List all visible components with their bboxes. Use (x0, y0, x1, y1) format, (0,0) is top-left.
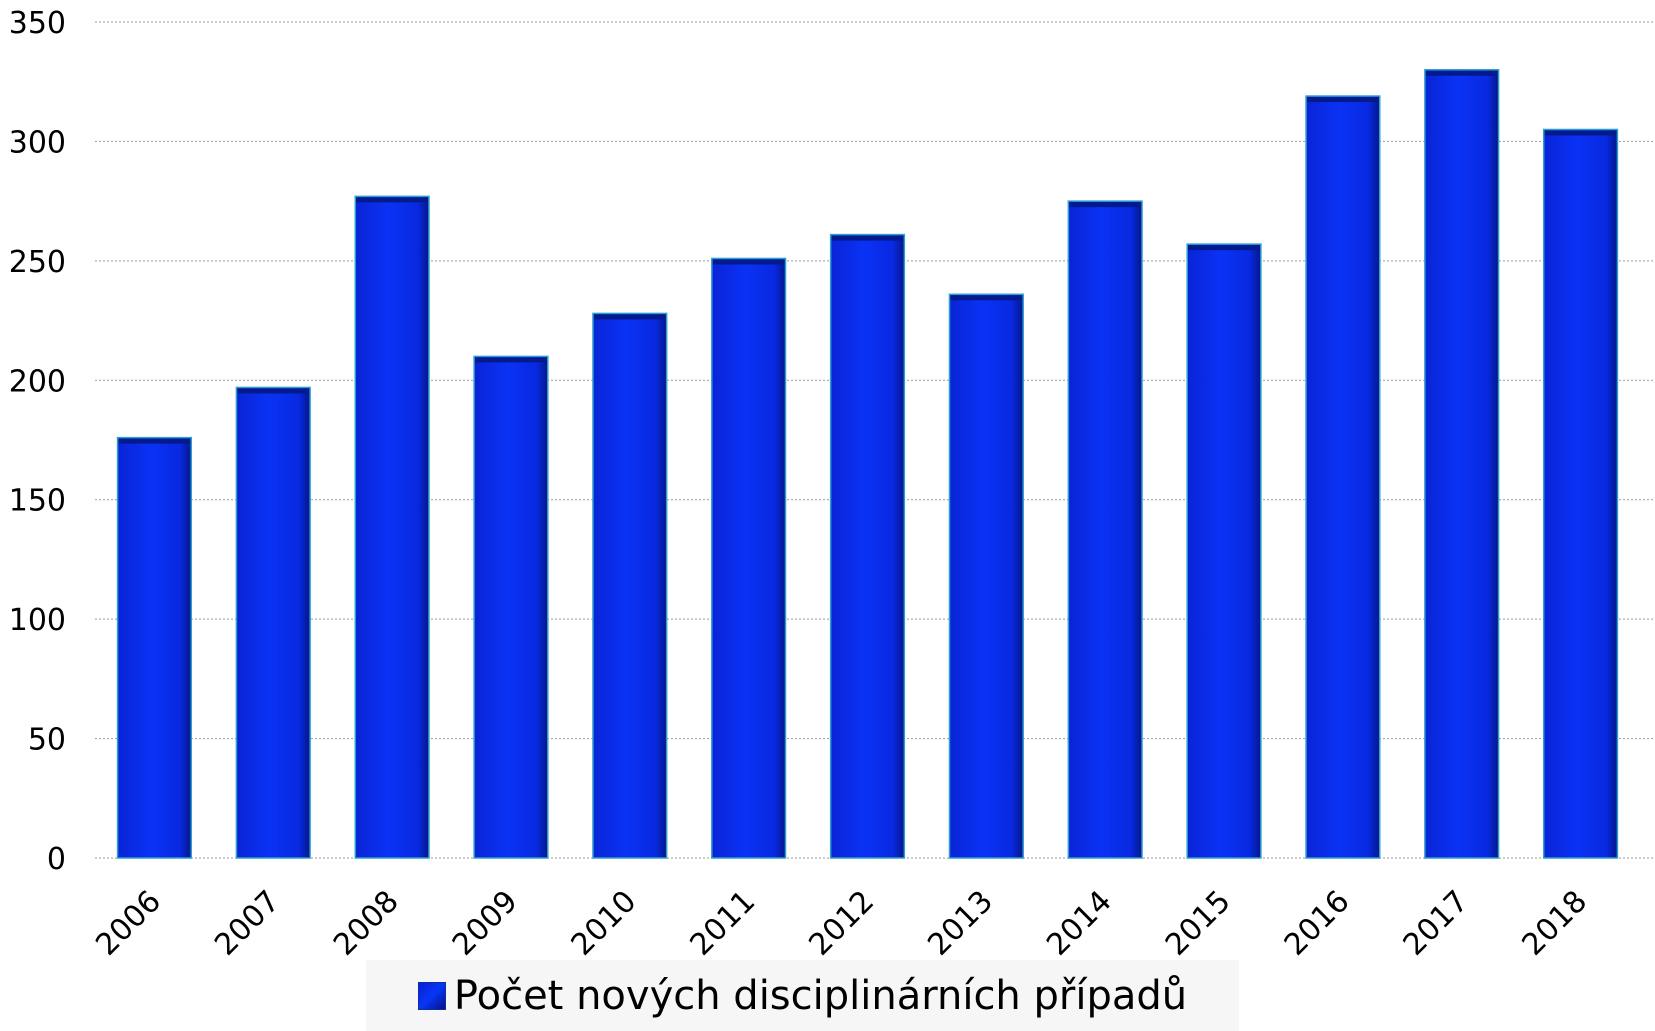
bar-top-bevel (1069, 202, 1142, 208)
x-tick-label: 2007 (208, 884, 287, 960)
bar-body (1186, 243, 1262, 859)
bar (829, 233, 906, 859)
x-tick-label: 2008 (327, 884, 406, 960)
bar-top-bevel (118, 438, 191, 444)
bar (235, 386, 311, 859)
bar-top-bevel (1544, 130, 1617, 136)
legend-swatch (417, 981, 446, 1010)
bar (948, 293, 1024, 859)
y-axis-ticks: 0 50 100 150 200 250 300 350 (9, 6, 66, 877)
bar-body (948, 293, 1024, 859)
x-tick-label: 2018 (1515, 884, 1594, 960)
bar-body (829, 233, 906, 859)
bar (473, 355, 549, 859)
bar-body (711, 257, 787, 859)
y-tick-label: 200 (9, 364, 66, 399)
bar-top-bevel (1188, 245, 1260, 251)
bar (1542, 128, 1619, 859)
bar-top-bevel (712, 259, 785, 265)
x-tick-label: 2006 (89, 884, 168, 960)
bar (354, 195, 430, 859)
y-tick-label: 300 (9, 125, 66, 160)
y-tick-label: 250 (9, 245, 66, 280)
bar-body (1542, 128, 1619, 859)
x-tick-label: 2014 (1040, 884, 1119, 960)
bar-top-bevel (237, 388, 310, 394)
bar-top-bevel (1425, 70, 1498, 76)
bar (1067, 200, 1143, 859)
bar-body (235, 386, 311, 859)
y-tick-label: 150 (9, 484, 66, 519)
bar (116, 436, 193, 859)
bar-body (1424, 69, 1500, 859)
x-tick-label: 2013 (921, 884, 1000, 960)
bar (1424, 69, 1500, 859)
x-tick-label: 2010 (565, 884, 644, 960)
bar (1186, 243, 1262, 859)
bar-body (116, 436, 193, 859)
legend-label: Počet nových disciplinárních případů (453, 972, 1188, 1019)
legend: Počet nových disciplinárních případů (366, 960, 1239, 1031)
y-tick-label: 100 (9, 603, 66, 638)
bar (711, 257, 787, 859)
x-tick-label: 2012 (802, 884, 881, 960)
x-tick-label: 2011 (684, 884, 763, 960)
x-tick-label: 2016 (1278, 884, 1357, 960)
y-tick-label: 350 (9, 6, 66, 41)
bar-body (592, 312, 668, 859)
bar-top-bevel (475, 357, 547, 363)
bar-top-bevel (950, 295, 1023, 301)
x-tick-label: 2009 (446, 884, 525, 960)
bar-top-bevel (1307, 97, 1379, 103)
bars (116, 69, 1619, 859)
x-axis-ticks: 2006 2007 2008 2009 2010 2011 2012 2013 2014 2015… (89, 884, 1594, 960)
bar-body (473, 355, 549, 859)
y-tick-label: 50 (28, 723, 66, 758)
x-tick-label: 2015 (1159, 884, 1238, 960)
x-tick-label: 2017 (1397, 884, 1476, 960)
bar-body (1067, 200, 1143, 859)
bar-body (354, 195, 430, 859)
bar-body (1305, 95, 1381, 859)
y-tick-label: 0 (47, 842, 66, 877)
bar-top-bevel (593, 314, 666, 320)
bar-top-bevel (356, 197, 428, 203)
bar (592, 312, 668, 859)
bar (1305, 95, 1381, 859)
bar-top-bevel (831, 235, 904, 241)
